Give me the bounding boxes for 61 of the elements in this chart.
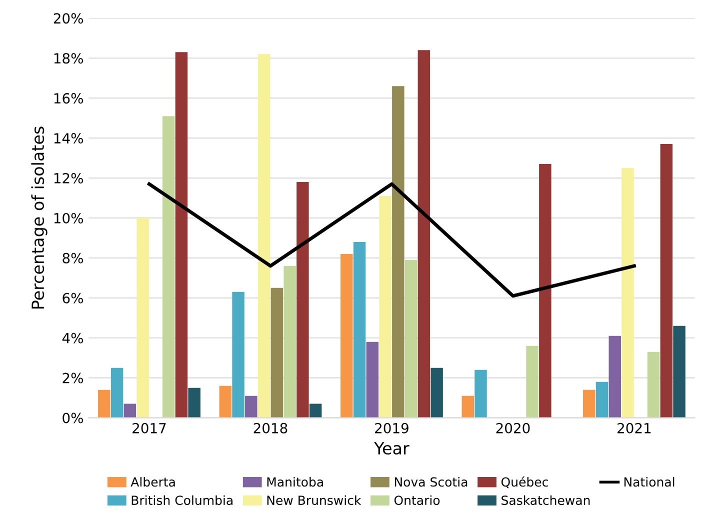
y-tick-label: 16% <box>54 93 83 104</box>
bar <box>309 404 322 418</box>
x-tick-label: 2017 <box>132 422 166 434</box>
bar <box>162 116 175 418</box>
y-tick-label: 12% <box>54 172 83 184</box>
bar <box>353 242 366 418</box>
x-tick-label: 2018 <box>254 422 288 434</box>
y-tick-label: 0% <box>62 412 83 424</box>
bar <box>430 368 443 418</box>
bar <box>284 266 296 418</box>
bar <box>622 168 634 418</box>
bar <box>596 382 608 418</box>
bar <box>418 50 430 418</box>
y-tick-label: 18% <box>54 53 83 64</box>
bar <box>404 260 418 418</box>
bar <box>392 86 404 418</box>
bar <box>245 396 258 418</box>
legend-label: National <box>624 477 674 487</box>
bar <box>232 292 244 418</box>
bar <box>110 368 124 418</box>
x-tick-label: 2019 <box>375 422 408 434</box>
y-tick-label: 6% <box>62 292 83 304</box>
y-tick-label: 20% <box>54 13 83 24</box>
bar <box>539 164 552 418</box>
legend-label: Ontario <box>394 495 440 506</box>
legend-label: British Columbia <box>132 495 232 506</box>
bar <box>673 326 686 418</box>
bar <box>270 288 284 418</box>
y-tick-label: 4% <box>62 332 83 344</box>
legend-label: Nova Scotia <box>394 477 468 487</box>
bar <box>175 52 188 418</box>
bar <box>647 352 660 418</box>
y-axis-title: Percentage of isolates <box>31 126 48 308</box>
x-axis-title: Year <box>374 442 410 455</box>
bar <box>136 218 149 418</box>
bar <box>526 346 538 418</box>
y-tick-label: 2% <box>62 372 83 384</box>
bar <box>188 388 200 418</box>
legend-label: Québec <box>501 476 548 488</box>
bar <box>219 386 232 418</box>
legend-label: Saskatchewan <box>502 495 590 506</box>
bar <box>582 390 596 418</box>
bar <box>608 336 621 418</box>
bar <box>462 396 474 418</box>
legend-label: New Brunswick <box>267 495 362 506</box>
bar <box>296 182 309 418</box>
bar <box>366 342 379 418</box>
bar <box>98 390 110 418</box>
y-tick-label: 10% <box>54 212 83 224</box>
bar <box>660 144 673 418</box>
legend-label: Alberta <box>130 477 175 487</box>
legend-label: Manitoba <box>267 477 323 487</box>
bar <box>340 254 353 418</box>
bar <box>258 54 270 418</box>
x-tick-label: 2021 <box>618 422 651 434</box>
bar <box>379 196 392 418</box>
bar <box>474 370 487 418</box>
y-tick-label: 14% <box>54 133 83 144</box>
y-tick-label: 8% <box>62 252 83 264</box>
x-tick-label: 2020 <box>496 422 530 434</box>
bar <box>124 404 136 418</box>
